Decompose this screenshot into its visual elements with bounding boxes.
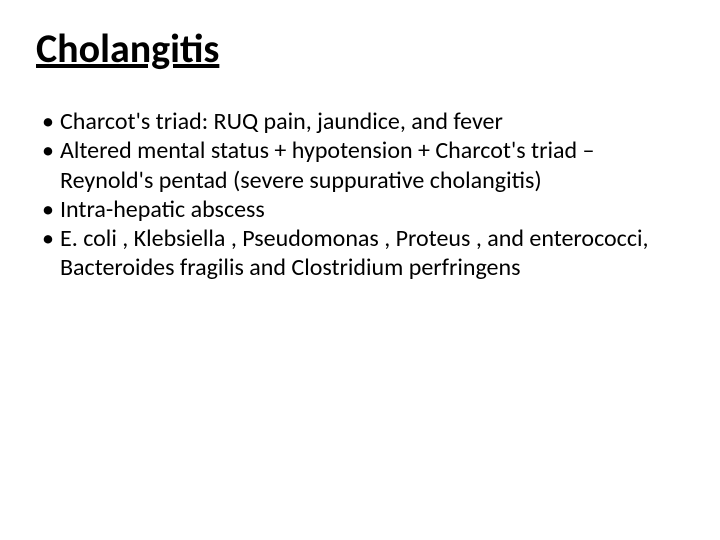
list-item: E. coli , Klebsiella , Pseudomonas , Pro… [42,224,684,283]
list-item: Intra-hepatic abscess [42,195,684,224]
list-item: Altered mental status + hypotension + Ch… [42,136,684,195]
slide-title: Cholangitis [36,24,684,73]
list-item: Charcot's triad: RUQ pain, jaundice, and… [42,107,684,136]
bullet-list: Charcot's triad: RUQ pain, jaundice, and… [36,107,684,283]
